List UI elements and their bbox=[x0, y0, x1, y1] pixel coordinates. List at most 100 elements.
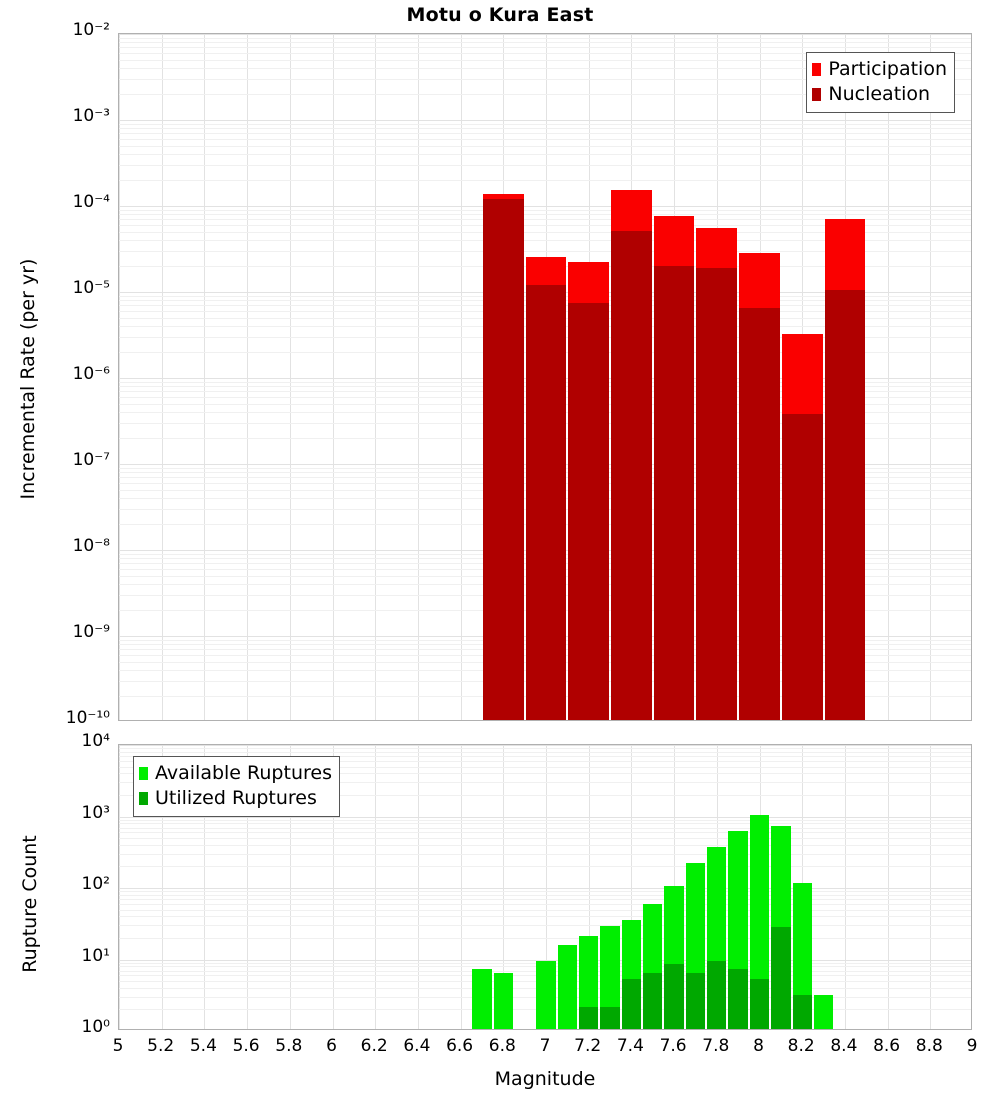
gridline-minor bbox=[119, 123, 971, 125]
gridline-minor bbox=[119, 128, 971, 130]
x-tick-label: 7.8 bbox=[702, 1036, 730, 1056]
gridline-vertical bbox=[119, 34, 120, 720]
bar-segment-utilized bbox=[707, 960, 727, 1029]
bar-segment-available bbox=[813, 994, 834, 1029]
bar-segment-utilized bbox=[621, 979, 642, 1029]
bar bbox=[579, 745, 599, 1029]
x-tick-label: 8 bbox=[753, 1036, 764, 1056]
gridline-minor bbox=[119, 894, 971, 896]
gridline-minor bbox=[119, 899, 971, 901]
gridline-minor bbox=[119, 78, 971, 80]
page-title: Motu o Kura East bbox=[406, 4, 594, 26]
y-tick-label: 10⁻⁷ bbox=[72, 450, 110, 470]
y-tick-label: 10⁻² bbox=[72, 20, 110, 40]
bar-segment-nucleation bbox=[611, 231, 652, 720]
gridline-vertical bbox=[887, 34, 889, 720]
bar bbox=[685, 745, 706, 1029]
y-tick-label: 10⁴ bbox=[81, 731, 110, 751]
y-tick-label: 10⁻⁹ bbox=[72, 622, 110, 642]
legend-swatch-icon bbox=[139, 767, 148, 780]
gridline-minor bbox=[119, 42, 971, 44]
gridline-minor bbox=[119, 866, 971, 868]
gridline-minor bbox=[119, 37, 971, 39]
bar bbox=[707, 745, 727, 1029]
bar-segment-utilized bbox=[664, 964, 684, 1029]
gridline-minor bbox=[119, 250, 971, 252]
bar-segment-nucleation bbox=[482, 198, 524, 720]
legend-entry: Nucleation bbox=[812, 82, 947, 107]
bar-segment-utilized bbox=[685, 973, 706, 1029]
gridline-minor bbox=[119, 154, 971, 156]
gridline-minor bbox=[119, 231, 971, 233]
gridline-major bbox=[119, 816, 971, 818]
y-tick-label: 10⁻⁸ bbox=[72, 536, 110, 556]
x-tick-label: 6 bbox=[326, 1036, 337, 1056]
gridline-vertical bbox=[332, 745, 334, 1029]
bar bbox=[824, 34, 866, 720]
gridline-vertical bbox=[289, 745, 291, 1029]
y-tick-label: 10² bbox=[81, 874, 110, 894]
x-tick-label: 8.8 bbox=[915, 1036, 943, 1056]
gridline-major bbox=[119, 34, 971, 35]
gridline-major bbox=[119, 120, 971, 121]
gridline-minor bbox=[119, 903, 971, 905]
legend-entry: Utilized Ruptures bbox=[139, 786, 332, 811]
y-tick-label: 10⁻⁵ bbox=[72, 278, 110, 298]
bar-segment-utilized bbox=[600, 1007, 620, 1029]
legend-label: Nucleation bbox=[828, 83, 931, 105]
bar-segment-nucleation bbox=[568, 303, 610, 720]
gridline-minor bbox=[119, 756, 971, 758]
gridline-major bbox=[119, 206, 971, 207]
gridline-minor bbox=[119, 844, 971, 846]
y-tick-label: 10³ bbox=[81, 802, 110, 823]
y-tick-label: 10⁻¹⁰ bbox=[65, 708, 110, 728]
bar-segment-utilized bbox=[749, 979, 770, 1029]
y-tick-label: 10⁰ bbox=[81, 1017, 110, 1037]
gridline-minor bbox=[119, 219, 971, 221]
top-plot-area bbox=[119, 34, 971, 720]
gridline-minor bbox=[119, 139, 971, 141]
gridline-vertical bbox=[503, 745, 505, 1029]
x-tick-label: 5.6 bbox=[232, 1036, 260, 1056]
gridline-vertical bbox=[204, 34, 206, 720]
bar-segment-nucleation bbox=[824, 290, 866, 720]
bar-segment-utilized bbox=[643, 973, 663, 1029]
gridline-vertical bbox=[417, 745, 419, 1029]
legend-label: Available Ruptures bbox=[155, 762, 332, 784]
x-tick-label: 7.4 bbox=[616, 1036, 644, 1056]
gridline-minor bbox=[119, 240, 971, 242]
x-tick-label: 7.2 bbox=[574, 1036, 602, 1056]
bar bbox=[643, 745, 663, 1029]
gridline-vertical bbox=[588, 745, 590, 1029]
gridline-vertical bbox=[887, 745, 889, 1029]
bar bbox=[792, 745, 812, 1029]
x-tick-label: 7.6 bbox=[659, 1036, 687, 1056]
gridline-minor bbox=[119, 94, 971, 96]
bottom-chart-legend: Available Ruptures Utilized Ruptures bbox=[133, 756, 340, 817]
x-tick-label: 8.4 bbox=[830, 1036, 858, 1056]
gridline-vertical bbox=[844, 745, 846, 1029]
gridline-vertical bbox=[161, 745, 163, 1029]
bar bbox=[557, 745, 578, 1029]
gridline-minor bbox=[119, 145, 971, 147]
legend-swatch-icon bbox=[812, 63, 822, 76]
bar-segment-available bbox=[536, 960, 556, 1029]
bar-segment-available bbox=[792, 883, 812, 1029]
gridline-minor bbox=[119, 214, 971, 216]
gridline-vertical bbox=[161, 34, 163, 720]
bar-segment-available bbox=[579, 935, 599, 1029]
bar bbox=[664, 745, 684, 1029]
gridline-minor bbox=[119, 53, 971, 55]
y-tick-label: 10⁻⁶ bbox=[72, 364, 110, 384]
gridline-minor bbox=[119, 891, 971, 893]
gridline-minor bbox=[119, 838, 971, 840]
legend-label: Participation bbox=[828, 58, 947, 80]
gridline-minor bbox=[119, 773, 971, 775]
legend-entry: Participation bbox=[812, 57, 947, 82]
gridline-vertical bbox=[460, 745, 462, 1029]
gridline-minor bbox=[119, 68, 971, 70]
x-tick-label: 7 bbox=[539, 1036, 551, 1056]
gridline-vertical bbox=[546, 745, 547, 1029]
gridline-vertical bbox=[930, 34, 932, 720]
gridline-minor bbox=[119, 823, 971, 825]
